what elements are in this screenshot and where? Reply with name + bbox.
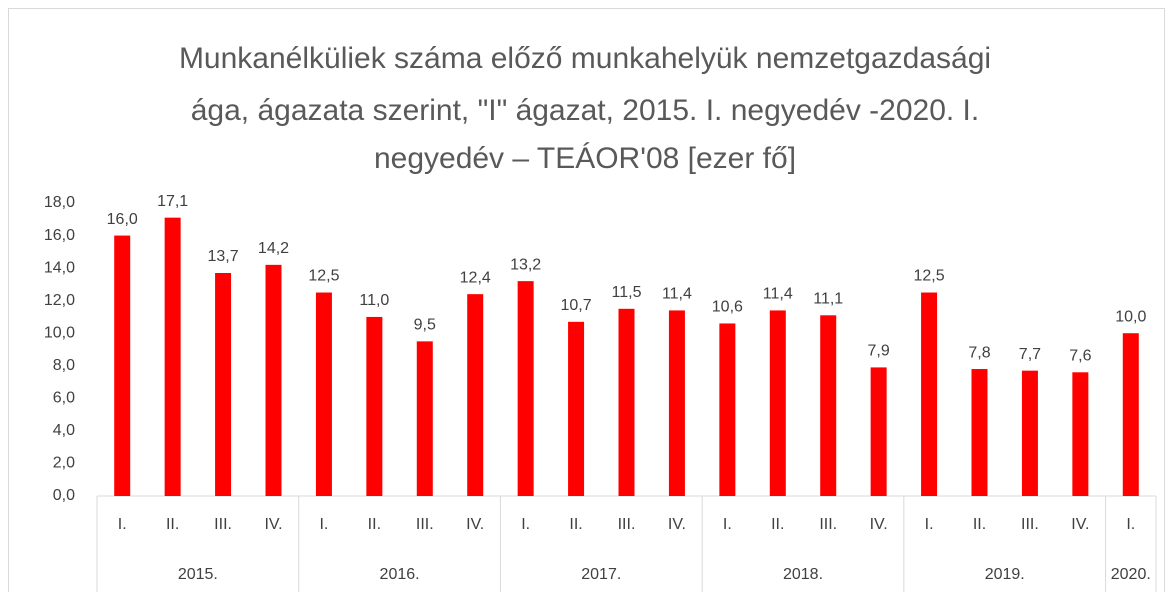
bar bbox=[568, 321, 585, 496]
x-tick-label: III. bbox=[214, 516, 232, 533]
y-tick-label: 2,0 bbox=[53, 455, 75, 472]
chart-title: Munkanélküliek száma előző munkahelyük n… bbox=[179, 42, 991, 75]
bar bbox=[416, 341, 433, 496]
bar bbox=[1072, 372, 1089, 496]
y-tick-label: 6,0 bbox=[53, 390, 75, 407]
x-tick-label: III. bbox=[618, 516, 636, 533]
bar bbox=[265, 264, 282, 496]
data-label: 13,2 bbox=[510, 256, 541, 273]
group-label: 2019. bbox=[985, 566, 1025, 583]
bar bbox=[769, 310, 786, 496]
group-label: 2018. bbox=[783, 566, 823, 583]
group-label: 2015. bbox=[178, 566, 218, 583]
group-label: 2016. bbox=[380, 566, 420, 583]
x-tick-label: IV. bbox=[668, 516, 686, 533]
x-tick-label: II. bbox=[973, 516, 986, 533]
x-tick-label: IV. bbox=[264, 516, 282, 533]
data-label: 13,7 bbox=[208, 248, 239, 265]
x-tick-label: IV. bbox=[1071, 516, 1089, 533]
data-label: 7,7 bbox=[1019, 346, 1041, 363]
group-label: 2017. bbox=[581, 566, 621, 583]
bar bbox=[366, 316, 383, 496]
data-label: 12,5 bbox=[914, 268, 945, 285]
bar bbox=[215, 272, 232, 496]
data-label: 11,4 bbox=[763, 286, 793, 303]
y-tick-label: 0,0 bbox=[53, 487, 75, 504]
bar bbox=[921, 292, 938, 496]
x-tick-label: II. bbox=[569, 516, 582, 533]
bar bbox=[467, 294, 484, 496]
data-label: 10,6 bbox=[712, 299, 743, 316]
data-label: 12,5 bbox=[308, 268, 339, 285]
x-tick-label: I. bbox=[1126, 516, 1135, 533]
data-label: 10,0 bbox=[1115, 308, 1146, 325]
data-label: 11,4 bbox=[662, 286, 692, 303]
x-tick-label: I. bbox=[521, 516, 530, 533]
x-tick-label: III. bbox=[1021, 516, 1039, 533]
bar bbox=[870, 367, 887, 496]
bar bbox=[820, 315, 837, 496]
bar bbox=[114, 235, 131, 497]
y-tick-label: 4,0 bbox=[53, 422, 75, 439]
chart-title: ága, ágazata szerint, "I" ágazat, 2015. … bbox=[191, 94, 979, 127]
data-label: 11,1 bbox=[813, 291, 843, 308]
bar bbox=[618, 308, 635, 496]
data-label: 11,0 bbox=[359, 292, 389, 309]
x-tick-label: I. bbox=[723, 516, 732, 533]
x-tick-label: III. bbox=[819, 516, 837, 533]
data-label: 11,5 bbox=[612, 284, 642, 301]
data-label: 16,0 bbox=[107, 211, 138, 228]
group-label: 2020. bbox=[1111, 566, 1151, 583]
data-label: 10,7 bbox=[561, 297, 592, 314]
bar bbox=[517, 281, 534, 496]
bar bbox=[164, 217, 181, 496]
chart-border bbox=[8, 8, 1165, 592]
x-tick-label: II. bbox=[368, 516, 381, 533]
y-tick-label: 12,0 bbox=[44, 292, 75, 309]
data-label: 17,1 bbox=[157, 193, 188, 210]
bar bbox=[1021, 370, 1038, 496]
y-tick-label: 18,0 bbox=[44, 194, 75, 211]
y-tick-label: 14,0 bbox=[44, 259, 75, 276]
x-tick-label: I. bbox=[925, 516, 934, 533]
data-label: 12,4 bbox=[460, 269, 491, 286]
x-tick-label: II. bbox=[166, 516, 179, 533]
x-tick-label: III. bbox=[416, 516, 434, 533]
x-tick-label: IV. bbox=[870, 516, 888, 533]
bar bbox=[719, 323, 736, 496]
bar bbox=[315, 292, 332, 496]
y-tick-label: 16,0 bbox=[44, 227, 75, 244]
data-label: 7,6 bbox=[1069, 348, 1091, 365]
x-tick-label: I. bbox=[118, 516, 127, 533]
y-tick-label: 8,0 bbox=[53, 357, 75, 374]
bar bbox=[1122, 333, 1139, 496]
x-tick-label: IV. bbox=[466, 516, 484, 533]
bar bbox=[971, 369, 988, 496]
data-label: 9,5 bbox=[414, 317, 436, 334]
y-tick-label: 10,0 bbox=[44, 324, 75, 341]
bar bbox=[668, 310, 685, 496]
data-label: 14,2 bbox=[258, 240, 289, 257]
x-tick-label: II. bbox=[771, 516, 784, 533]
data-label: 7,9 bbox=[868, 343, 890, 360]
chart-title: negyedév – TEÁOR'08 [ezer fő] bbox=[374, 142, 796, 175]
data-label: 7,8 bbox=[968, 344, 990, 361]
x-tick-label: I. bbox=[319, 516, 328, 533]
